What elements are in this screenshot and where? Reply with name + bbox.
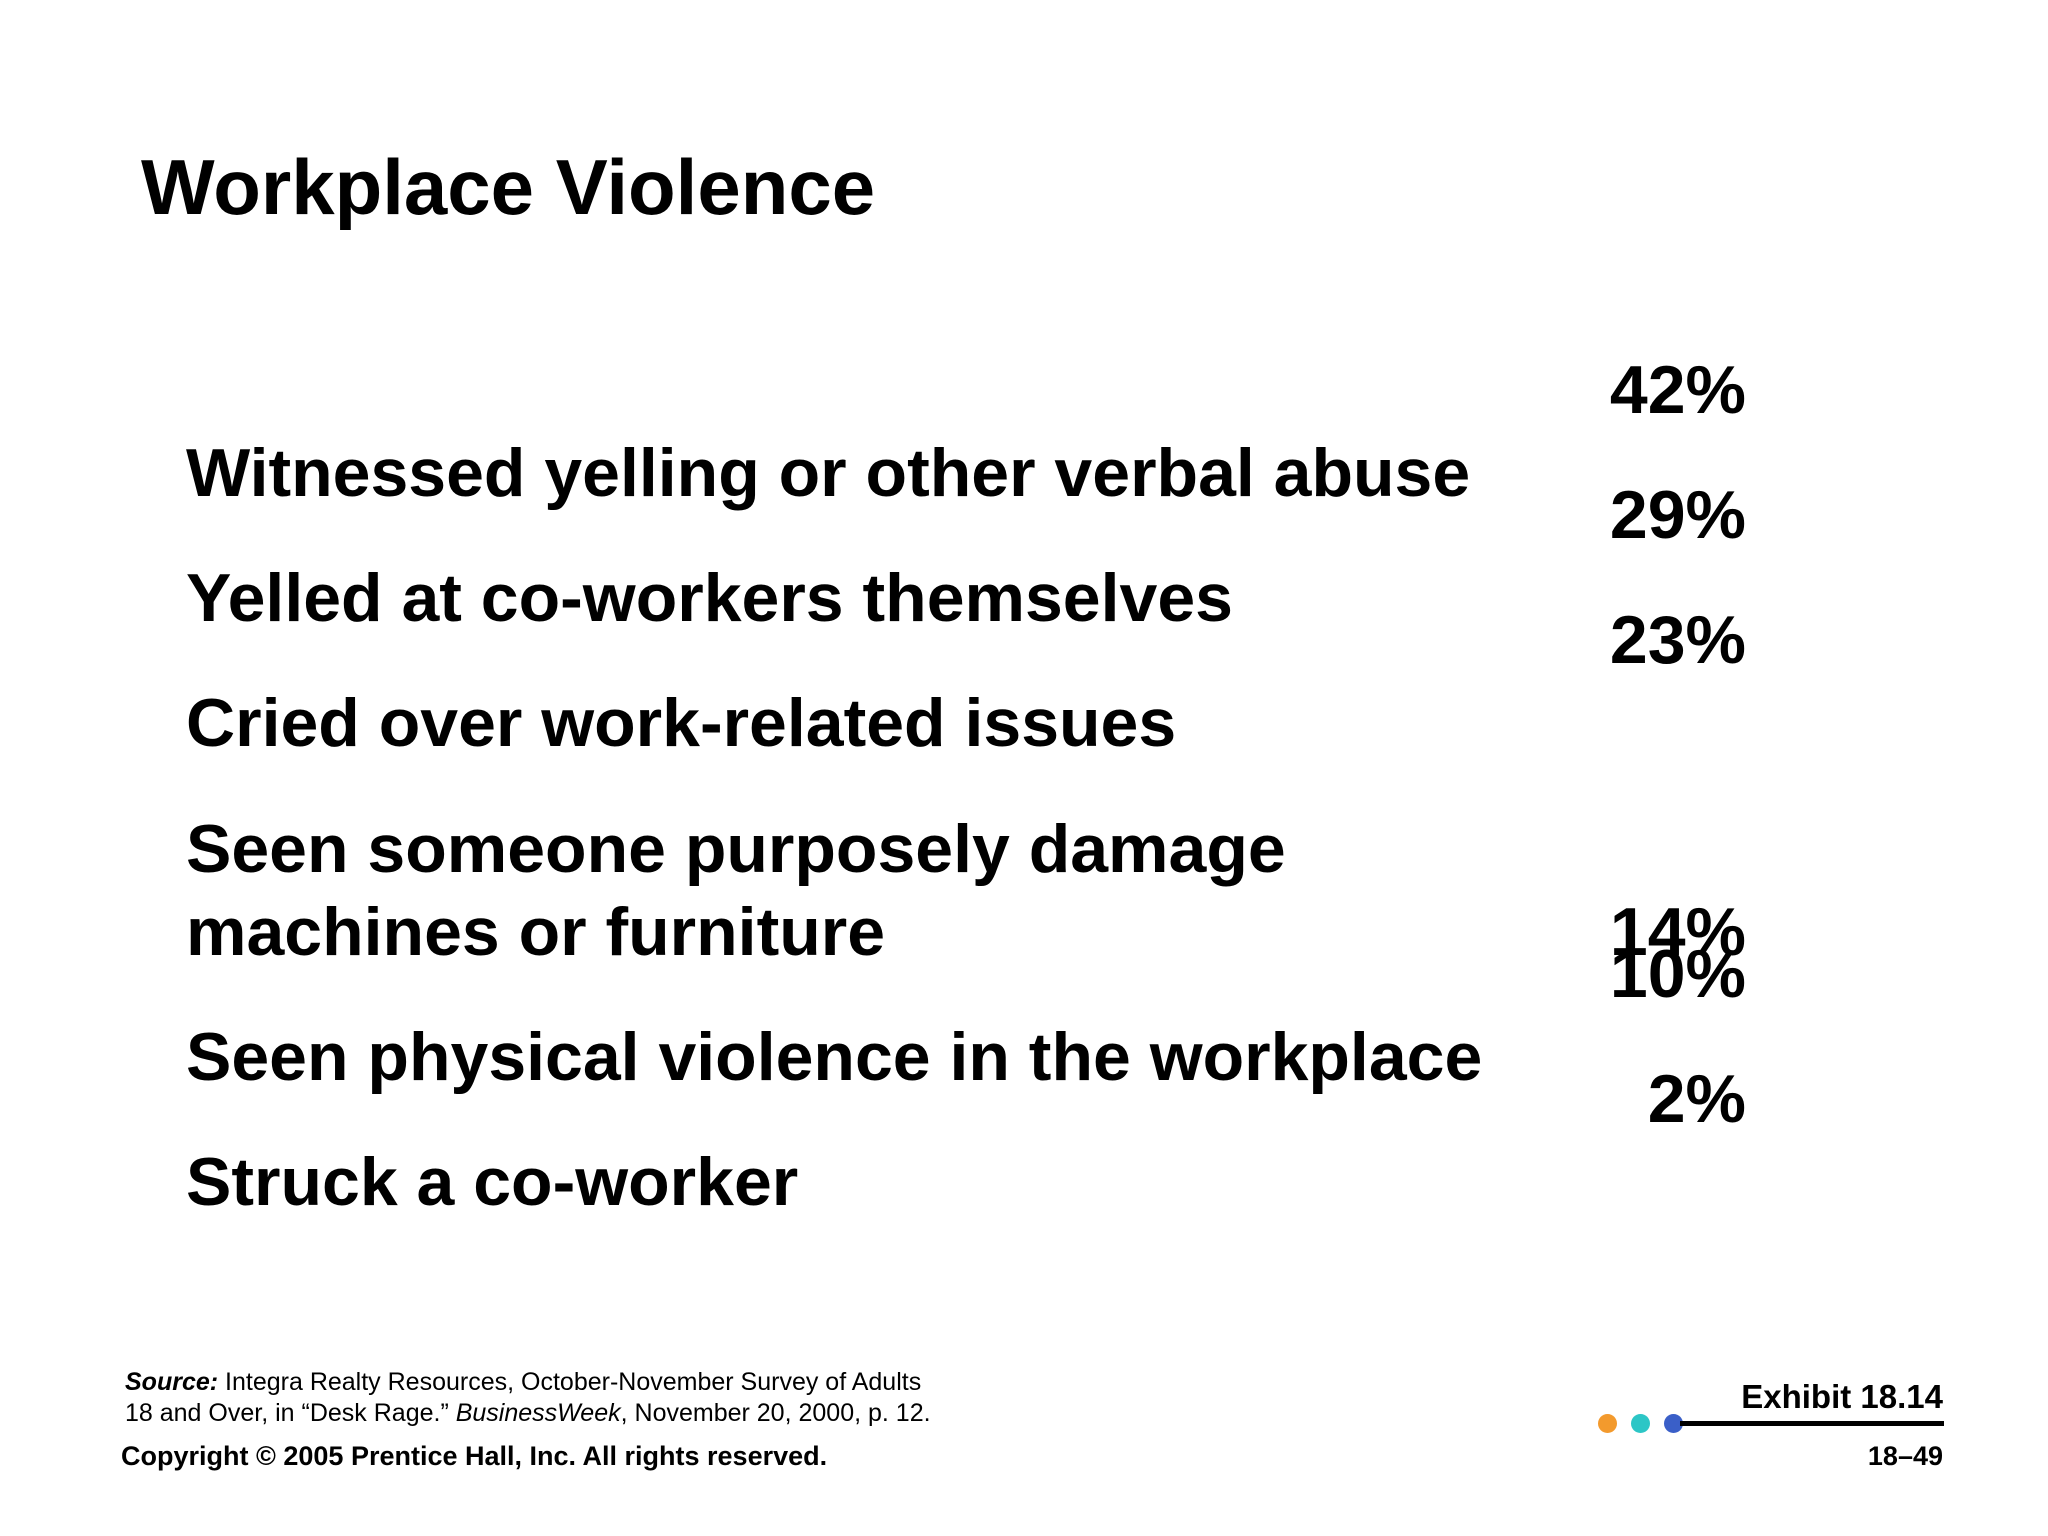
stat-value: 14%: [1609, 894, 1746, 970]
stat-row: Seen someone purposely damage machines o…: [186, 808, 1746, 974]
stat-value: 2%: [1647, 1061, 1746, 1137]
source-publication: BusinessWeek: [455, 1399, 621, 1427]
stat-value: 42%: [1609, 352, 1746, 428]
blue-dot-icon: [1664, 1414, 1683, 1433]
source-text: , November 20, 2000, p. 12.: [620, 1399, 931, 1427]
stat-label-line: machines or furniture: [186, 894, 886, 970]
stat-value: 10%: [1609, 936, 1746, 1012]
stat-value: 23%: [1609, 602, 1746, 678]
page-number: 18–49: [1867, 1441, 1943, 1471]
source-text: Integra Realty Resources, October-Novemb…: [225, 1368, 922, 1396]
stat-value: 29%: [1609, 477, 1746, 553]
stat-label: Yelled at co-workers themselves: [186, 560, 1233, 636]
exhibit-label: Exhibit 18.14: [1741, 1378, 1943, 1415]
stat-label: Struck a co-worker: [186, 1144, 799, 1220]
stat-label: Seen physical violence in the workplace: [186, 1019, 1483, 1095]
stat-label: Cried over work-related issues: [186, 685, 1177, 761]
copyright-notice: Copyright © 2005 Prentice Hall, Inc. All…: [121, 1441, 828, 1471]
orange-dot-icon: [1598, 1414, 1617, 1433]
stat-label: Witnessed yelling or other verbal abuse: [186, 435, 1471, 511]
stat-label: Seen someone purposely damage machines o…: [186, 808, 1546, 974]
source-citation: Source: Integra Realty Resources, Octobe…: [125, 1367, 931, 1429]
source-line-2: 18 and Over, in “Desk Rage.” BusinessWee…: [125, 1398, 931, 1429]
slide-title: Workplace Violence: [141, 143, 876, 231]
source-line-1: Source: Integra Realty Resources, Octobe…: [125, 1367, 931, 1398]
source-text: 18 and Over, in “Desk Rage.”: [125, 1399, 456, 1427]
teal-dot-icon: [1631, 1414, 1650, 1433]
source-label: Source:: [125, 1368, 219, 1396]
exhibit-divider: [1680, 1421, 1944, 1426]
stat-label-line: Seen someone purposely damage: [186, 811, 1286, 887]
